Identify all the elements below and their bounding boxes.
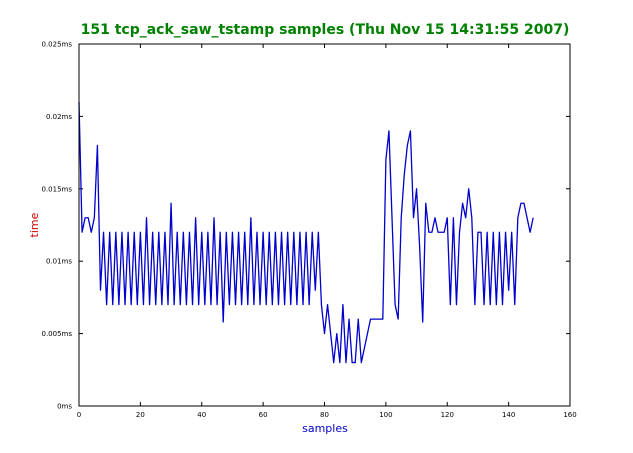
x-tick-label: 0 — [77, 411, 81, 419]
y-axis-label: time — [28, 212, 41, 237]
x-tick-label: 160 — [563, 411, 576, 419]
x-axis: 0 20 40 60 80 100 120 140 160 — [77, 44, 577, 419]
y-tick-label: 0.015ms — [41, 185, 72, 193]
y-tick-label: 0.01ms — [46, 258, 72, 266]
x-tick-label: 80 — [320, 411, 329, 419]
plot-frame — [78, 43, 571, 407]
plot-background — [79, 44, 570, 406]
x-axis-label: samples — [302, 422, 348, 435]
x-tick-label: 100 — [379, 411, 392, 419]
x-tick-label: 20 — [136, 411, 145, 419]
x-tick-label: 60 — [259, 411, 268, 419]
y-tick-label: 0.005ms — [41, 330, 72, 338]
x-tick-label: 120 — [441, 411, 454, 419]
x-tick-label: 140 — [502, 411, 515, 419]
x-tick-label: 40 — [197, 411, 206, 419]
y-tick-label: 0.02ms — [46, 113, 72, 121]
chart-title: 151 tcp_ack_saw_tstamp samples (Thu Nov … — [81, 22, 570, 38]
y-tick-label: 0.025ms — [41, 41, 72, 49]
series-line — [78, 101, 534, 364]
y-tick-label: 0ms — [57, 403, 72, 411]
